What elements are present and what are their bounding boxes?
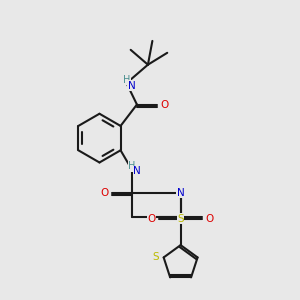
Text: H: H [123, 75, 130, 85]
Text: O: O [100, 188, 108, 198]
Text: N: N [133, 167, 141, 176]
Text: H: H [128, 161, 136, 171]
Text: S: S [177, 214, 184, 224]
Text: N: N [177, 188, 184, 198]
Text: O: O [148, 214, 156, 224]
Text: S: S [152, 252, 159, 262]
Text: O: O [160, 100, 169, 110]
Text: N: N [128, 80, 136, 91]
Text: O: O [205, 214, 214, 224]
